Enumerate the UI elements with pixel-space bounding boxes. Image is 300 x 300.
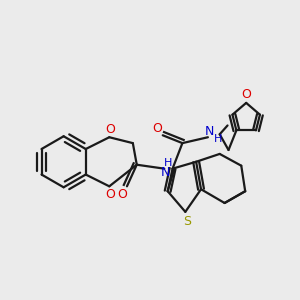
Text: O: O — [241, 88, 251, 100]
Text: O: O — [152, 122, 162, 135]
Text: O: O — [117, 188, 127, 201]
Text: S: S — [183, 215, 191, 228]
Text: N: N — [160, 166, 170, 179]
Text: H: H — [164, 158, 172, 168]
Text: O: O — [105, 123, 115, 136]
Text: O: O — [105, 188, 115, 201]
Text: N: N — [205, 125, 214, 138]
Text: H: H — [214, 134, 222, 144]
